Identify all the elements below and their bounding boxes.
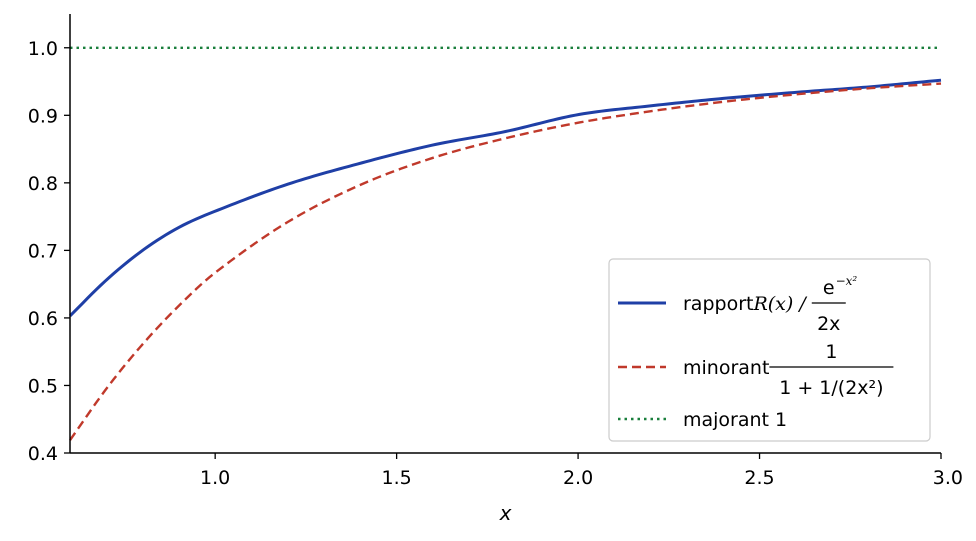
legend: rapport R(x) / e −x² 2x minorant 1 1 + 1/(2x²… (608, 258, 931, 442)
y-tick-label: 0.5 (28, 375, 58, 397)
legend-label-3: majorant 1 (683, 409, 787, 431)
legend-frac-num: 1 (825, 341, 837, 363)
x-tick-label: 2.5 (744, 467, 774, 489)
legend-label-1: rapport (683, 293, 753, 315)
y-tick-label: 0.7 (28, 240, 58, 262)
legend-frac-sup: −x² (836, 274, 858, 288)
legend-math: R(x) / (752, 293, 807, 315)
legend-label-2: minorant (683, 357, 769, 379)
y-tick-label: 0.9 (28, 105, 58, 127)
series-line-1 (68, 78, 942, 317)
y-tick-label: 0.6 (28, 308, 58, 330)
legend-frac-num: e (823, 277, 835, 299)
legend-box (608, 258, 931, 442)
legend-frac-den: 2x (817, 313, 840, 335)
x-tick-label: 1.5 (382, 467, 412, 489)
x-tick-label: 2.0 (563, 467, 593, 489)
y-tick-label: 1.0 (28, 38, 58, 60)
axes: 1.0 1.5 2.0 2.5 3.0 0.4 0.5 0.6 0.7 0.8 0.9 1.0 x (28, 14, 963, 525)
x-axis-label: x (499, 501, 512, 525)
y-tick-label: 0.8 (28, 173, 58, 195)
plot-area (68, 46, 942, 441)
x-tick-label: 3.0 (933, 467, 963, 489)
y-tick-label: 0.4 (28, 443, 58, 465)
x-tick-label: 1.0 (200, 467, 230, 489)
legend-frac-den: 1 + 1/(2x²) (779, 377, 883, 399)
